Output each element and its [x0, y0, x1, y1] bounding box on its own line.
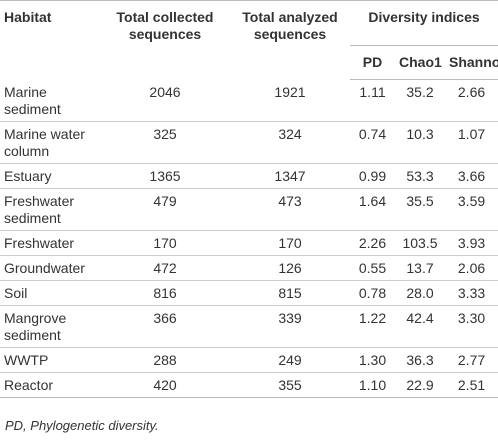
table-cell: 3.33 — [445, 280, 498, 306]
table-row: Freshwater 170 170 2.26 103.5 3.93 — [0, 230, 498, 256]
table-cell: 0.55 — [350, 255, 395, 281]
table-cell: 13.7 — [395, 255, 445, 281]
table-body: Marine sediment 2046 1921 1.11 35.2 2.66 Marin… — [0, 79, 498, 398]
table-cell: 815 — [230, 280, 350, 306]
table-cell: 324 — [230, 121, 350, 164]
table-cell: 2046 — [100, 79, 230, 122]
table-cell: 2.66 — [445, 79, 498, 122]
row-label: Marine sediment — [0, 79, 100, 122]
table-cell: 2.77 — [445, 347, 498, 373]
table-cell: 3.66 — [445, 163, 498, 189]
table-cell: 170 — [230, 230, 350, 256]
table-cell: 325 — [100, 121, 230, 164]
table-cell: 1.30 — [350, 347, 395, 373]
table-cell: 3.30 — [445, 305, 498, 348]
row-label: Mangrove sediment — [0, 305, 100, 348]
header-cell: Total analyzed sequences — [230, 0, 350, 80]
table-cell: 1347 — [230, 163, 350, 189]
table-cell: 170 — [100, 230, 230, 256]
table-cell: 2.06 — [445, 255, 498, 281]
table-cell: 420 — [100, 372, 230, 398]
header-cell: Shannon — [445, 45, 498, 80]
header-cell: Chao1 — [395, 45, 445, 80]
table-cell: 42.4 — [395, 305, 445, 348]
table-cell: 28.0 — [395, 280, 445, 306]
row-label: Marine water column — [0, 121, 100, 164]
data-table: Habitat Total collected sequences Total … — [0, 0, 498, 398]
table-cell: 53.3 — [395, 163, 445, 189]
table-cell: 1921 — [230, 79, 350, 122]
table-cell: 472 — [100, 255, 230, 281]
table-cell: 22.9 — [395, 372, 445, 398]
header-cell: Habitat — [0, 0, 100, 80]
table-cell: 2.26 — [350, 230, 395, 256]
footnote: PD, Phylogenetic diversity. — [5, 417, 159, 433]
table-row: WWTP 288 249 1.30 36.3 2.77 — [0, 347, 498, 373]
table-cell: 0.78 — [350, 280, 395, 306]
row-label: Freshwater sediment — [0, 188, 100, 231]
table-cell: 288 — [100, 347, 230, 373]
table-row: Freshwater sediment 479 473 1.64 35.5 3.59 — [0, 188, 498, 231]
table-row: Marine water column 325 324 0.74 10.3 1.07 — [0, 121, 498, 164]
table-cell: 0.74 — [350, 121, 395, 164]
table-row: Soil 816 815 0.78 28.0 3.33 — [0, 280, 498, 306]
table-cell: 35.2 — [395, 79, 445, 122]
table-cell: 126 — [230, 255, 350, 281]
table-cell: 35.5 — [395, 188, 445, 231]
table-cell: 10.3 — [395, 121, 445, 164]
row-label: Soil — [0, 280, 100, 306]
table-cell: 1365 — [100, 163, 230, 189]
row-label: Estuary — [0, 163, 100, 189]
table-row: Estuary 1365 1347 0.99 53.3 3.66 — [0, 163, 498, 189]
table-cell: 479 — [100, 188, 230, 231]
table-cell: 355 — [230, 372, 350, 398]
table-cell: 1.64 — [350, 188, 395, 231]
row-label: WWTP — [0, 347, 100, 373]
table-cell: 1.22 — [350, 305, 395, 348]
row-label: Groundwater — [0, 255, 100, 281]
table-cell: 103.5 — [395, 230, 445, 256]
table-row: Mangrove sediment 366 339 1.22 42.4 3.30 — [0, 305, 498, 348]
table-row: Groundwater 472 126 0.55 13.7 2.06 — [0, 255, 498, 281]
table-cell: 1.07 — [445, 121, 498, 164]
table-cell: 1.11 — [350, 79, 395, 122]
table-cell: 1.10 — [350, 372, 395, 398]
header-cell: PD — [350, 45, 395, 80]
table-cell: 3.59 — [445, 188, 498, 231]
header-cell: Total collected sequences — [100, 0, 230, 80]
table-cell: 366 — [100, 305, 230, 348]
table-cell: 816 — [100, 280, 230, 306]
table-cell: 36.3 — [395, 347, 445, 373]
table-row: Marine sediment 2046 1921 1.11 35.2 2.66 — [0, 79, 498, 122]
table-cell: 3.93 — [445, 230, 498, 256]
table-cell: 249 — [230, 347, 350, 373]
table-row: Reactor 420 355 1.10 22.9 2.51 — [0, 372, 498, 398]
table-cell: 473 — [230, 188, 350, 231]
row-label: Reactor — [0, 372, 100, 398]
table-cell: 339 — [230, 305, 350, 348]
row-label: Freshwater — [0, 230, 100, 256]
header-group: Diversity indices — [350, 0, 498, 46]
table-cell: 0.99 — [350, 163, 395, 189]
table-cell: 2.51 — [445, 372, 498, 398]
